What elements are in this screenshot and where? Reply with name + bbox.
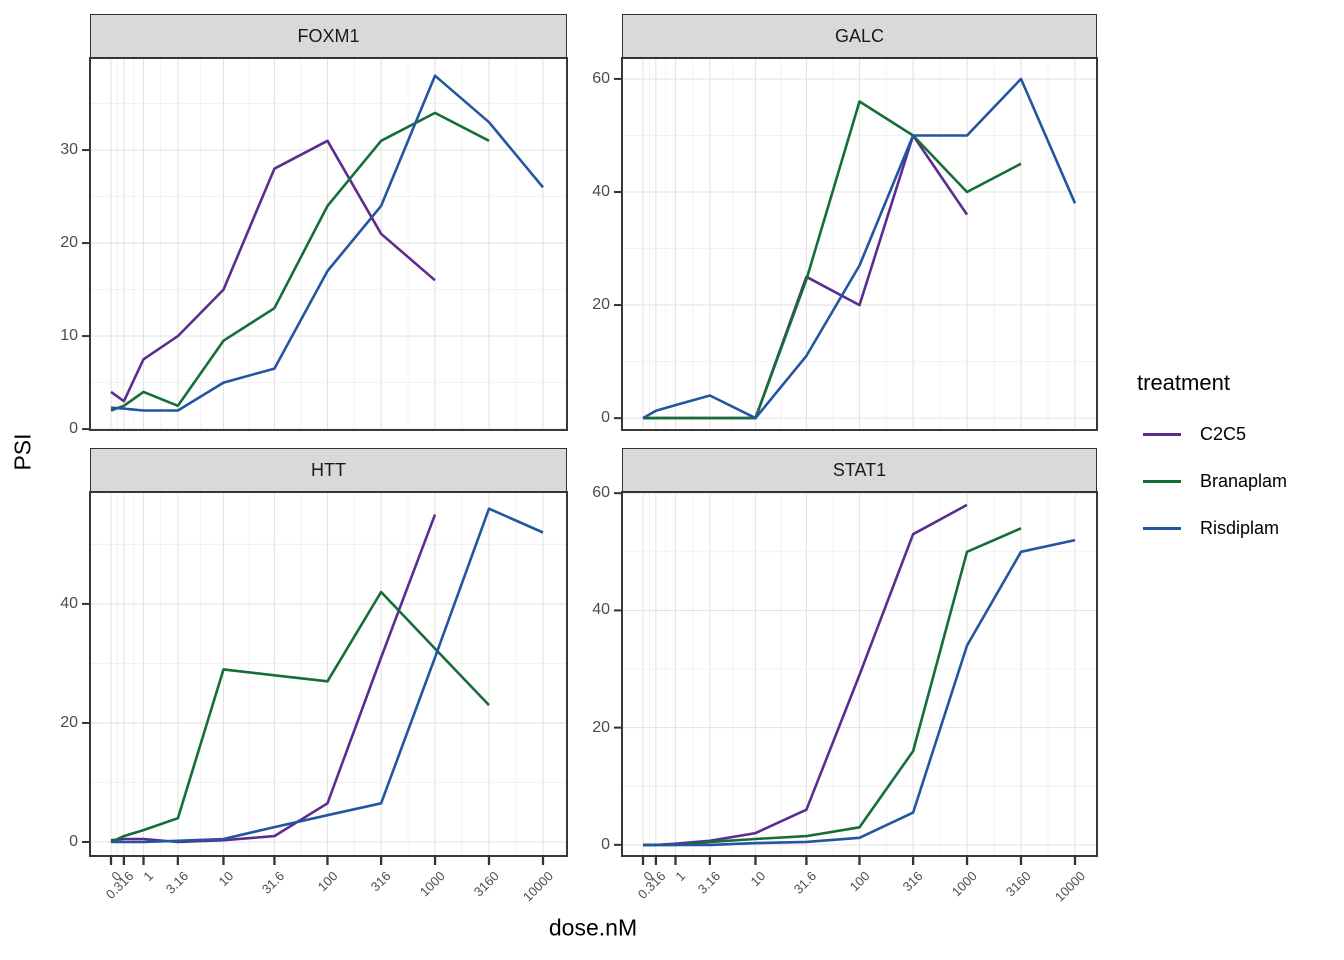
y-tick-label: 40 <box>592 182 610 200</box>
series-line-risdiplam-galc <box>642 77 1077 420</box>
y-tick-label: 0 <box>601 409 610 427</box>
y-tick-label: 0 <box>69 420 78 438</box>
y-tick-label: 0 <box>601 835 610 853</box>
facet-strip-stat1: STAT1 <box>622 448 1097 492</box>
x-axis-title: dose.nM <box>548 914 638 941</box>
facet-title-stat1: STAT1 <box>832 459 887 480</box>
legend-item-risdiplam: Risdiplam <box>1137 512 1287 544</box>
legend-label-risdiplam: Risdiplam <box>1200 517 1280 538</box>
facet-panel-galc <box>614 57 1098 431</box>
facet-title-htt: HTT <box>311 459 346 480</box>
series-line-risdiplam-foxm1 <box>110 74 545 412</box>
panel-border <box>621 57 1098 431</box>
series-line-branaplam-galc <box>643 100 1022 420</box>
legend-label-branaplam: Branaplam <box>1200 470 1288 491</box>
panel-border <box>89 57 568 431</box>
facet-strip-galc: GALC <box>622 14 1097 58</box>
series-line-c2c5-foxm1 <box>110 139 436 403</box>
legend: treatment C2C5 Branaplam Risdiplam <box>1137 370 1287 559</box>
facet-strip-foxm1: FOXM1 <box>90 14 567 58</box>
y-tick-label: 40 <box>592 601 610 619</box>
y-tick-label: 60 <box>592 69 610 87</box>
series-line-risdiplam-stat1 <box>643 538 1076 847</box>
panel-border <box>89 491 568 857</box>
series-line-c2c5-galc <box>643 134 969 420</box>
y-tick-label: 60 <box>592 484 610 502</box>
series-line-c2c5-htt <box>110 514 437 844</box>
legend-title: treatment <box>1137 370 1230 395</box>
legend-key-line-c2c5 <box>1143 432 1181 436</box>
facet-panel-htt <box>82 491 568 865</box>
y-tick-label: 20 <box>60 713 78 731</box>
y-tick-label: 20 <box>60 234 78 252</box>
y-tick-label: 40 <box>60 594 78 612</box>
series-line-branaplam-htt <box>110 590 490 844</box>
y-tick-label: 30 <box>60 141 78 159</box>
facet-title-galc: GALC <box>834 25 885 46</box>
panel-border <box>621 491 1098 857</box>
series-line-risdiplam-htt <box>111 507 544 844</box>
series-line-branaplam-stat1 <box>643 527 1022 847</box>
y-tick-label: 20 <box>592 296 610 314</box>
facet-strip-htt: HTT <box>90 448 567 492</box>
legend-key-line-branaplam <box>1143 479 1181 483</box>
legend-label-c2c5: C2C5 <box>1200 423 1247 444</box>
legend-item-c2c5: C2C5 <box>1137 418 1287 450</box>
facet-panel-foxm1 <box>82 57 568 431</box>
series-line-branaplam-foxm1 <box>110 111 490 412</box>
y-tick-label: 0 <box>69 833 78 850</box>
y-tick-label: 20 <box>592 718 610 736</box>
legend-item-branaplam: Branaplam <box>1137 465 1287 497</box>
facet-title-foxm1: FOXM1 <box>297 25 360 46</box>
y-tick-label: 10 <box>60 327 78 345</box>
legend-key-line-risdiplam <box>1143 526 1181 530</box>
facet-panel-stat1 <box>614 491 1098 865</box>
